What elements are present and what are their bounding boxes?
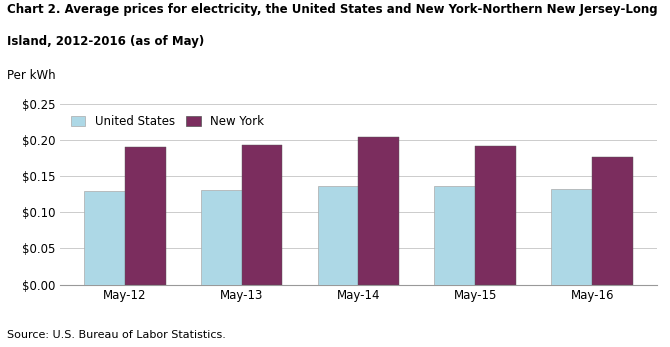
Bar [592, 157, 633, 285]
Bar [318, 186, 358, 285]
Bar [358, 137, 399, 285]
Text: Source: U.S. Bureau of Labor Statistics.: Source: U.S. Bureau of Labor Statistics. [7, 330, 226, 340]
Bar [125, 147, 165, 285]
Bar [551, 188, 592, 285]
Legend: United States, New York: United States, New York [66, 110, 269, 133]
Text: Island, 2012-2016 (as of May): Island, 2012-2016 (as of May) [7, 35, 204, 48]
Bar [241, 145, 283, 285]
Bar [200, 190, 241, 285]
Text: Per kWh: Per kWh [7, 69, 56, 82]
Bar [434, 186, 476, 285]
Bar [476, 146, 517, 285]
Bar [84, 191, 125, 285]
Text: Chart 2. Average prices for electricity, the United States and New York-Northern: Chart 2. Average prices for electricity,… [7, 3, 657, 16]
